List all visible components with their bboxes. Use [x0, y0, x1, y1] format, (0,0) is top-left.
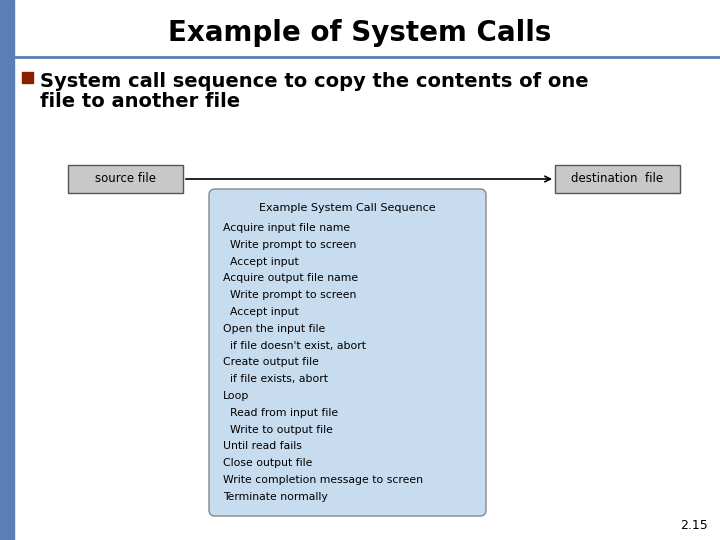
Bar [0, 0, 14, 540]
Text: Example System Call Sequence: Example System Call Sequence [259, 203, 436, 213]
Text: Accept input: Accept input [223, 307, 299, 317]
Text: destination  file: destination file [572, 172, 664, 186]
Text: if file doesn't exist, abort: if file doesn't exist, abort [223, 341, 366, 350]
Text: Terminate normally: Terminate normally [223, 492, 328, 502]
FancyBboxPatch shape [68, 165, 183, 193]
Text: 2.15: 2.15 [680, 519, 708, 532]
Text: Open the input file: Open the input file [223, 324, 325, 334]
Text: Write prompt to screen: Write prompt to screen [223, 290, 356, 300]
Text: Read from input file: Read from input file [223, 408, 338, 418]
FancyBboxPatch shape [209, 189, 486, 516]
Text: Acquire output file name: Acquire output file name [223, 273, 358, 284]
Text: System call sequence to copy the contents of one: System call sequence to copy the content… [40, 72, 589, 91]
Text: Example of System Calls: Example of System Calls [168, 19, 552, 47]
Text: Accept input: Accept input [223, 256, 299, 267]
Text: Acquire input file name: Acquire input file name [223, 223, 350, 233]
Text: Write to output file: Write to output file [223, 424, 333, 435]
Text: file to another file: file to another file [40, 92, 240, 111]
Bar [22, 72, 33, 83]
FancyBboxPatch shape [555, 165, 680, 193]
Text: Create output file: Create output file [223, 357, 319, 367]
Text: Write completion message to screen: Write completion message to screen [223, 475, 423, 485]
Text: if file exists, abort: if file exists, abort [223, 374, 328, 384]
Text: Loop: Loop [223, 391, 249, 401]
Text: Until read fails: Until read fails [223, 441, 302, 451]
Text: source file: source file [95, 172, 156, 186]
Text: Write prompt to screen: Write prompt to screen [223, 240, 356, 250]
Text: Close output file: Close output file [223, 458, 312, 468]
